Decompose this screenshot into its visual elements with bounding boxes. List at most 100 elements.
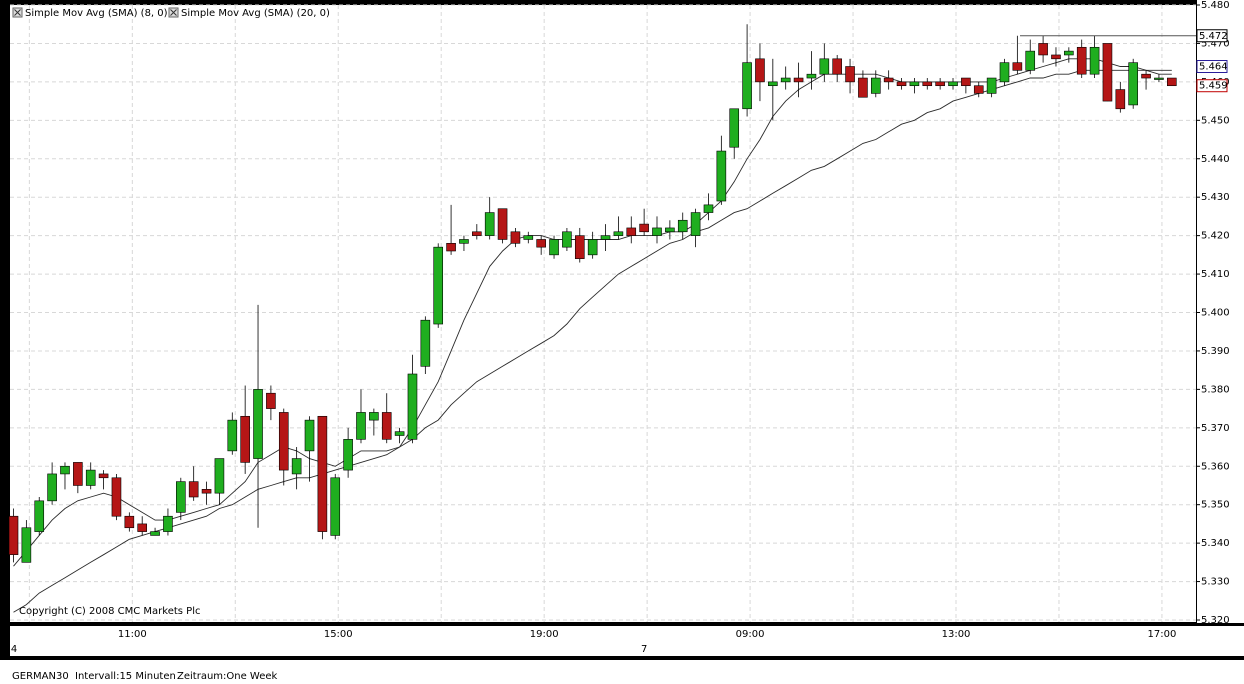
candle-body [1102,43,1113,102]
candle-body [330,477,341,536]
candle-body [677,219,688,233]
footer-bar [0,660,1244,684]
date-label: 4 [11,644,17,655]
y-tick-label: 5.390 [1201,346,1230,357]
marks [8,24,1177,613]
candle-body [188,481,199,498]
y-tick-label: 5.370 [1201,423,1230,434]
x-tick-label: 17:00 [1148,629,1177,640]
x-axis-panel [10,626,1244,656]
candle-body [266,392,276,409]
candle-body [73,462,83,486]
y-tick-label: 5.450 [1201,115,1230,126]
candle-body [8,515,19,555]
candle-body [111,477,122,517]
candle-body [870,77,881,94]
candle-body [459,239,469,244]
candle-body [1128,62,1138,106]
candle-body [1051,54,1061,60]
candle-body [806,73,817,79]
price-marker-label: 5.472 [1199,31,1228,42]
candle-body [574,235,585,259]
candle-body [948,81,958,87]
copyright: Copyright (C) 2008 CMC Markets Plc [19,606,200,617]
candle-body [665,227,675,233]
candle-body [85,469,96,486]
candle-body [1115,89,1126,110]
candle-body [240,415,250,463]
candle-body [883,77,894,83]
candle-body [407,373,418,440]
price-marker-box [1196,60,1228,73]
candle-body [497,208,508,240]
candle-body [973,85,984,94]
candle-body [1089,46,1100,75]
candle-body [793,77,804,83]
candle-body [639,223,649,233]
candle-body [356,412,366,440]
candle-body [986,77,997,94]
candle-body [536,239,546,248]
candle-body [1154,77,1164,80]
y-tick-label: 5.410 [1201,269,1230,280]
y-tick-label: 5.480 [1201,0,1230,11]
grid [10,4,1196,622]
candle-body [703,204,714,213]
candle-body [1141,73,1151,79]
candle-body [909,81,920,87]
candle-body [433,246,444,325]
x-tick-label: 11:00 [118,629,147,640]
legend: Simple Mov Avg (SMA) (8, 0) Simple Mov A… [12,7,330,19]
candle-body [961,77,971,87]
legend-label: Simple Mov Avg (SMA) (20, 0) [181,8,330,19]
candle-body [523,235,534,240]
candle-body [999,62,1010,83]
x-tick-label: 09:00 [736,629,765,640]
candle-body [922,81,933,87]
candle-body [896,81,907,87]
candle-body [549,239,559,256]
candle-body [729,108,740,148]
candle-body [253,389,263,459]
footer-interval: Intervall:15 Minuten [75,671,176,682]
candle-body [1038,43,1048,56]
x-tick-label: 19:00 [530,629,559,640]
candle-body [47,473,57,502]
candle-body [163,515,173,532]
y-axis-panel [1197,0,1244,623]
candle-body [420,319,431,367]
legend-checkbox-icon [170,9,177,16]
y-tick-label: 5.350 [1201,500,1230,511]
candle-body [587,239,598,256]
y-tick-label: 5.470 [1201,38,1230,49]
candle-body [150,531,160,536]
price-marker-label: 5.459 [1199,81,1228,92]
candle-body [446,243,456,252]
legend-label: Simple Mov Avg (SMA) (8, 0) [25,8,168,19]
candle-body [768,81,778,87]
candle-body [832,58,842,75]
candle-body [613,231,624,236]
candle-body [626,227,637,236]
candle-body [858,77,868,98]
candle-body [1076,46,1087,75]
footer-period: Zeitraum:One Week [177,671,278,682]
candle-body [227,419,238,452]
candle-body [291,458,302,475]
candle-body [1167,77,1177,87]
candle-body [562,231,572,248]
candle-body [176,481,186,513]
y-tick-label: 5.420 [1201,231,1230,242]
y-tick-label: 5.430 [1201,192,1230,203]
y-tick-label: 5.400 [1201,308,1230,319]
footer-symbol: GERMAN30 [12,671,69,682]
plot-area [10,5,1196,622]
x-tick-label: 13:00 [942,629,971,640]
candle-body [1012,62,1023,71]
y-tick-label: 5.380 [1201,384,1230,395]
candle-body [124,515,135,529]
price-marker-label: 5.464 [1199,62,1228,73]
y-tick-label: 5.320 [1201,615,1230,626]
candle-body [716,150,727,202]
